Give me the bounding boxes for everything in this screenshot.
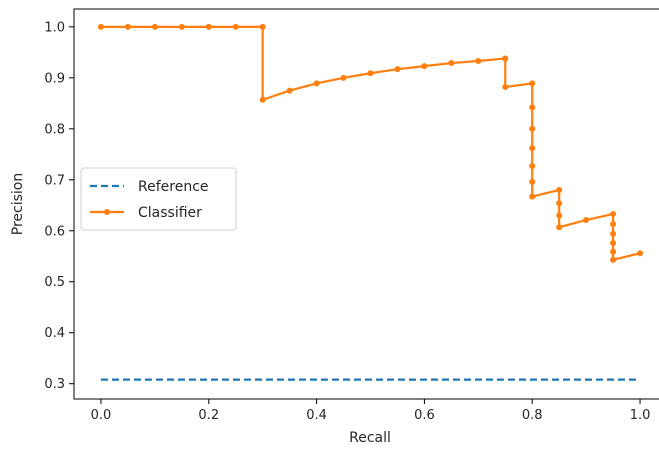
classifier-data-point xyxy=(151,23,158,30)
classifier-data-point xyxy=(313,80,320,87)
x-tick-label: 0.8 xyxy=(522,408,543,423)
classifier-data-point xyxy=(448,60,455,67)
classifier-data-point xyxy=(259,23,266,30)
y-tick-label: 0.5 xyxy=(44,275,65,290)
classifier-data-point xyxy=(610,240,617,246)
classifier-data-point xyxy=(421,63,428,70)
classifier-data-point xyxy=(124,23,131,30)
classifier-data-point xyxy=(529,178,536,185)
series-layer xyxy=(97,23,644,381)
classifier-data-point xyxy=(178,23,185,30)
classifier-data-point xyxy=(637,250,644,257)
classifier-data-point xyxy=(475,58,482,64)
classifier-data-point xyxy=(610,230,617,237)
legend-box xyxy=(80,167,237,231)
classifier-data-point xyxy=(529,145,536,152)
classifier-data-point xyxy=(556,186,563,193)
x-tick-label: 1.0 xyxy=(630,408,651,423)
classifier-data-point xyxy=(394,66,401,73)
legend-classifier-marker xyxy=(104,209,110,215)
classifier-data-point xyxy=(529,193,536,200)
classifier-data-point xyxy=(367,70,374,77)
classifier-data-point xyxy=(610,256,617,263)
legend: Reference Classifier xyxy=(80,167,237,231)
x-tick-label: 0.0 xyxy=(91,408,112,423)
y-axis: 0.3 0.4 0.5 0.6 0.7 0.8 0.9 1.0 xyxy=(44,20,74,392)
classifier-data-point xyxy=(502,84,509,90)
classifier-data-point xyxy=(286,87,293,94)
x-axis-label: Recall xyxy=(349,430,391,446)
classifier-data-point xyxy=(97,23,104,30)
classifier-data-point xyxy=(502,55,509,62)
classifier-data-point xyxy=(232,23,239,30)
x-tick-label: 0.6 xyxy=(414,408,435,423)
legend-classifier-label: Classifier xyxy=(138,205,202,221)
y-tick-label: 0.3 xyxy=(44,377,65,392)
x-tick-label: 0.4 xyxy=(306,408,327,423)
y-tick-label: 1.0 xyxy=(44,20,65,35)
classifier-data-point xyxy=(610,248,617,255)
classifier-data-point xyxy=(529,125,536,132)
y-tick-label: 0.9 xyxy=(44,71,65,86)
classifier-data-point xyxy=(610,210,617,217)
legend-reference-label: Reference xyxy=(138,179,209,195)
classifier-data-point xyxy=(583,217,590,224)
x-tick-label: 0.2 xyxy=(198,408,219,423)
classifier-data-point xyxy=(556,212,563,219)
classifier-data-point xyxy=(556,200,563,207)
plot-area-frame xyxy=(73,8,659,400)
classifier-data-point xyxy=(529,163,536,170)
classifier-data-point xyxy=(529,80,536,87)
y-tick-label: 0.8 xyxy=(44,122,65,137)
classifier-data-point xyxy=(340,74,347,81)
y-axis-label: Precision xyxy=(10,173,26,235)
classifier-data-point xyxy=(556,224,563,231)
classifier-data-point xyxy=(259,96,266,103)
y-tick-label: 0.7 xyxy=(44,173,65,188)
y-tick-label: 0.6 xyxy=(44,224,65,239)
x-axis: 0.0 0.2 0.4 0.6 0.8 1.0 xyxy=(91,399,651,423)
classifier-data-point xyxy=(205,23,212,30)
classifier-data-point xyxy=(610,221,617,228)
y-tick-label: 0.4 xyxy=(44,326,65,341)
classifier-data-point xyxy=(529,104,536,111)
